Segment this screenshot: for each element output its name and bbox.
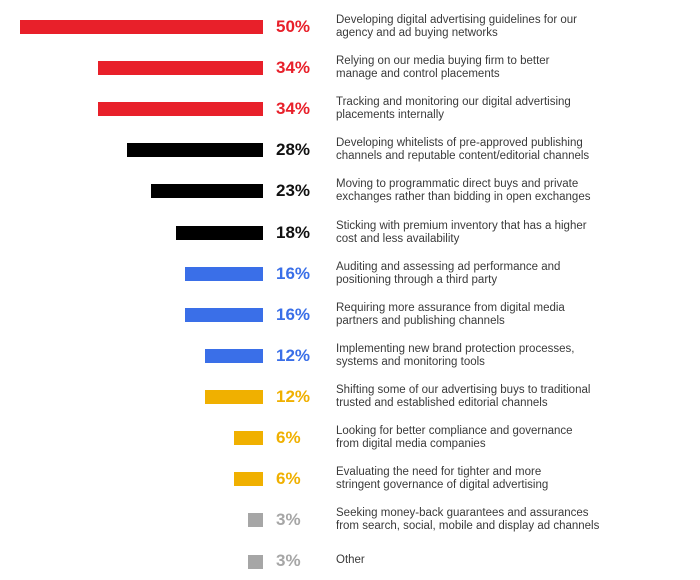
bar bbox=[248, 555, 263, 570]
category-label-line: Requiring more assurance from digital me… bbox=[336, 301, 565, 314]
bar bbox=[205, 389, 263, 404]
category-label: Evaluating the need for tighter and more… bbox=[336, 466, 696, 492]
value-label: 3% bbox=[276, 551, 301, 571]
value-label: 50% bbox=[276, 17, 311, 36]
category-label-line: Relying on our media buying firm to bett… bbox=[336, 55, 550, 68]
category-label-line: Moving to programmatic direct buys and p… bbox=[336, 178, 579, 191]
bar bbox=[234, 472, 263, 487]
bar-row: 12% Shifting some of our advertising buys… bbox=[0, 380, 700, 414]
category-label-line: Evaluating the need for tighter and more bbox=[336, 466, 542, 479]
category-label-line: Shifting some of our advertising buys to… bbox=[336, 383, 591, 396]
bar-row: 34% Relying on our media buying firm to b… bbox=[0, 51, 700, 85]
bar-row: 28% Developing whitelists of pre-approved… bbox=[0, 133, 700, 167]
category-label-line: Tracking and monitoring our digital adve… bbox=[336, 96, 571, 109]
category-label-line: Sticking with premium inventory that has… bbox=[336, 219, 587, 232]
bar bbox=[176, 225, 263, 240]
category-label-line: channels and reputable content/editorial… bbox=[336, 150, 590, 163]
bar-row: 34% Tracking and monitoring our digital a… bbox=[0, 92, 700, 126]
category-label: Shifting some of our advertising buys to… bbox=[336, 384, 696, 410]
value-label: 12% bbox=[276, 386, 311, 406]
category-label-line: positioning through a third party bbox=[336, 273, 498, 286]
bar-row: 23% Moving to programmatic direct buys an… bbox=[0, 174, 700, 208]
category-label-line: from search, social, mobile and display … bbox=[336, 520, 600, 533]
category-label: Developing digital advertising guideline… bbox=[336, 14, 696, 40]
value-label: 3% bbox=[276, 510, 301, 530]
category-label: Requiring more assurance from digital me… bbox=[336, 302, 696, 328]
bar-row: 16% Requiring more assurance from digital… bbox=[0, 298, 700, 332]
category-label: Developing whitelists of pre-approved pu… bbox=[336, 137, 696, 163]
category-label-line: Implementing new brand protection proces… bbox=[336, 342, 575, 355]
bar bbox=[185, 266, 263, 281]
category-label-line: placements internally bbox=[336, 109, 445, 122]
bar-row: 6% Looking for better compliance and gove… bbox=[0, 421, 700, 455]
value-label: 28% bbox=[276, 140, 311, 160]
category-label: Looking for better compliance and govern… bbox=[336, 425, 696, 451]
category-label-line: stringent governance of digital advertis… bbox=[336, 479, 549, 492]
value-label: 23% bbox=[276, 181, 311, 201]
value-label: 16% bbox=[276, 304, 311, 324]
category-label-line: Other bbox=[336, 554, 365, 567]
category-label: Implementing new brand protection proces… bbox=[336, 343, 696, 369]
bar bbox=[98, 102, 263, 117]
category-label-line: systems and monitoring tools bbox=[336, 355, 485, 368]
category-label-line: Developing whitelists of pre-approved pu… bbox=[336, 137, 583, 150]
bar-row: 18% Sticking with premium inventory that … bbox=[0, 216, 700, 250]
bar-row: 6% Evaluating the need for tighter and mo… bbox=[0, 462, 700, 496]
category-label-line: agency and ad buying networks bbox=[336, 27, 498, 39]
bar bbox=[248, 513, 263, 528]
value-label: 6% bbox=[276, 469, 301, 489]
bar-row: 50% Developing digital advertising guidel… bbox=[0, 10, 700, 44]
category-label: Seeking money-back guarantees and assura… bbox=[336, 507, 696, 533]
category-label: Tracking and monitoring our digital adve… bbox=[336, 96, 696, 122]
bar bbox=[185, 307, 263, 322]
value-label: 6% bbox=[276, 428, 301, 447]
category-label-line: Auditing and assessing ad performance an… bbox=[336, 260, 561, 273]
bar bbox=[234, 431, 263, 445]
category-label: Relying on our media buying firm to bett… bbox=[336, 55, 696, 81]
category-label-line: Seeking money-back guarantees and assura… bbox=[336, 507, 589, 520]
value-label: 18% bbox=[276, 222, 311, 242]
category-label: Other bbox=[336, 554, 696, 567]
category-label-line: Developing digital advertising guideline… bbox=[336, 14, 578, 26]
category-label-line: partners and publishing channels bbox=[336, 314, 505, 327]
bar-row: 3% Seeking money-back guarantees and assu… bbox=[0, 503, 700, 537]
bar-row: 16% Auditing and assessing ad performance… bbox=[0, 257, 700, 291]
value-label: 16% bbox=[276, 263, 311, 283]
category-label: Auditing and assessing ad performance an… bbox=[336, 261, 696, 287]
category-label-line: from digital media companies bbox=[336, 438, 486, 450]
category-label: Sticking with premium inventory that has… bbox=[336, 220, 696, 246]
category-label-line: exchanges rather than bidding in open ex… bbox=[336, 191, 591, 204]
category-label: Moving to programmatic direct buys and p… bbox=[336, 178, 696, 204]
value-label: 34% bbox=[276, 99, 311, 119]
value-label: 12% bbox=[276, 345, 311, 365]
bar-row: 12% Implementing new brand protection pro… bbox=[0, 339, 700, 373]
bar bbox=[151, 184, 263, 199]
category-label-line: Looking for better compliance and govern… bbox=[336, 425, 573, 437]
bar-row: 3% Other bbox=[0, 544, 700, 578]
bar bbox=[98, 61, 263, 76]
category-label-line: trusted and established editorial channe… bbox=[336, 396, 548, 409]
bar bbox=[205, 348, 263, 363]
bar bbox=[20, 20, 263, 34]
category-label-line: manage and control placements bbox=[336, 68, 500, 81]
value-label: 34% bbox=[276, 58, 311, 78]
bar bbox=[127, 143, 263, 158]
category-label-line: cost and less availability bbox=[336, 232, 460, 245]
